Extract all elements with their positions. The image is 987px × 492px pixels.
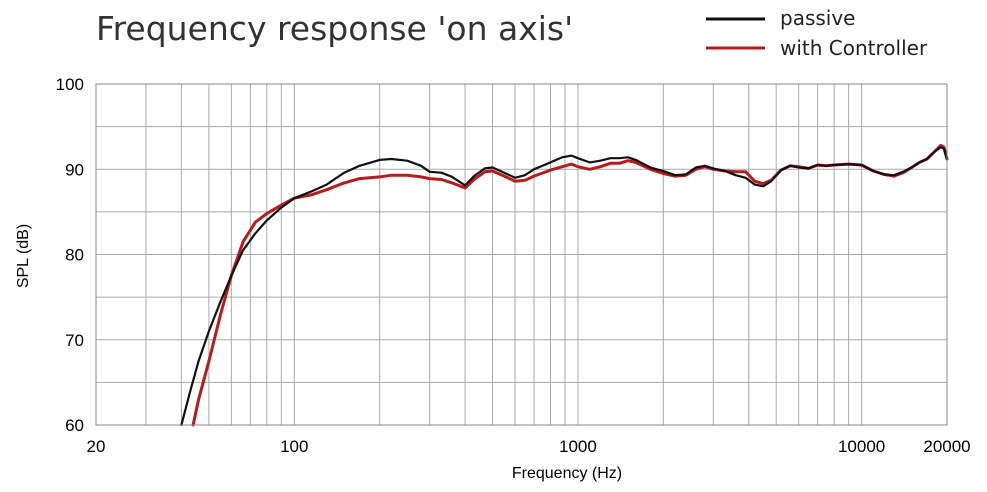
y-axis-ticks: 60 70 80 90 100: [56, 75, 84, 435]
series-layer: [180, 143, 949, 427]
x-tick-label: 20: [87, 437, 106, 456]
plot-frame: [95, 83, 948, 426]
y-tick-label: 60: [65, 416, 84, 435]
legend-label-passive: passive: [780, 6, 856, 30]
x-axis-ticks: 20 100 1000 10000 20000: [87, 437, 971, 456]
y-tick-label: 100: [56, 75, 84, 94]
y-tick-label: 90: [65, 160, 84, 179]
legend: passive with Controller: [706, 6, 928, 60]
y-axis-label: SPL (dB): [15, 224, 32, 288]
legend-label-controller: with Controller: [780, 36, 928, 60]
plot-area: [95, 83, 949, 427]
plot-border: [95, 83, 948, 426]
grid: [96, 84, 947, 425]
x-axis-label: Frequency (Hz): [512, 465, 622, 482]
chart-title: Frequency response 'on axis': [96, 9, 573, 48]
series-line-passive: [180, 146, 949, 427]
x-tick-label: 10000: [838, 437, 885, 456]
x-tick-label: 100: [280, 437, 308, 456]
x-tick-label: 20000: [923, 437, 970, 456]
y-tick-label: 80: [65, 246, 84, 265]
y-tick-label: 70: [65, 331, 84, 350]
x-tick-label: 1000: [559, 437, 597, 456]
